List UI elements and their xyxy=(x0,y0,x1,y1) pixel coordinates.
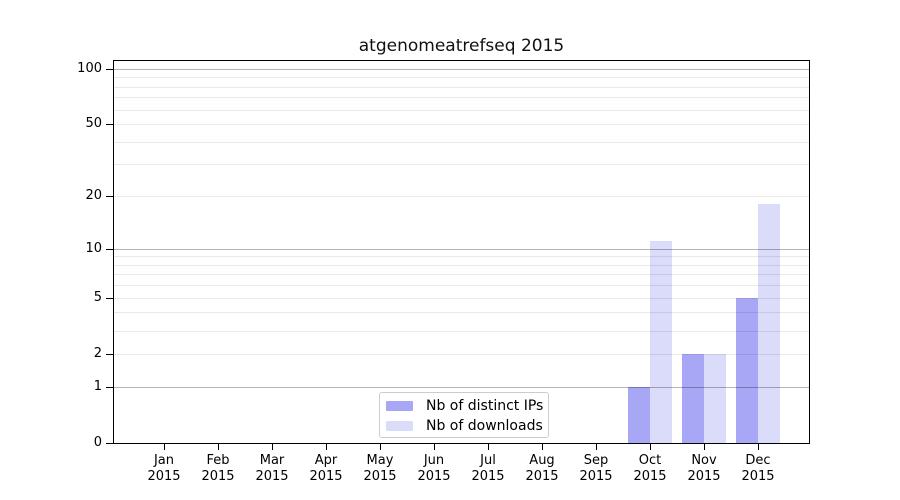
y-axis-spine-right xyxy=(809,60,810,444)
x-tick-mark xyxy=(164,444,165,450)
x-tick-label-year: 2015 xyxy=(525,468,559,484)
x-tick-label-year: 2015 xyxy=(741,468,775,484)
x-tick-label-year: 2015 xyxy=(417,468,451,484)
bars-layer xyxy=(114,61,809,443)
legend-swatch-distinct-ips xyxy=(386,401,413,411)
x-tick-label: Apr 2015 xyxy=(294,453,358,484)
x-tick-label-month: Feb xyxy=(206,453,230,468)
y-tick-label: 20 xyxy=(85,188,102,204)
x-tick-label: Jun 2015 xyxy=(402,453,466,484)
x-tick-label-month: Mar xyxy=(259,453,285,468)
y-tick-label: 50 xyxy=(85,116,102,132)
y-axis-spine-left xyxy=(113,60,114,444)
x-tick-label: Jan 2015 xyxy=(132,453,196,484)
x-tick-label-month: Jul xyxy=(480,453,496,468)
x-tick-label: May 2015 xyxy=(348,453,412,484)
x-tick-label: Feb 2015 xyxy=(186,453,250,484)
y-tick-label: 0 xyxy=(93,435,102,450)
x-tick-label: Mar 2015 xyxy=(240,453,304,484)
x-tick-label-month: Sep xyxy=(583,453,609,468)
x-tick-label-month: May xyxy=(366,453,394,468)
x-tick-label-month: Aug xyxy=(529,453,555,468)
x-tick-label-year: 2015 xyxy=(255,468,289,484)
y-tick-mark xyxy=(106,443,113,444)
y-tick-mark xyxy=(106,249,113,250)
y-tick-mark xyxy=(106,387,113,388)
x-tick-mark xyxy=(272,444,273,450)
y-tick-mark xyxy=(106,354,113,355)
x-tick-label-month: Jun xyxy=(423,453,445,468)
x-tick-label-year: 2015 xyxy=(687,468,721,484)
bar-downloads xyxy=(650,241,672,443)
y-tick-label: 100 xyxy=(77,60,102,76)
x-tick-label-year: 2015 xyxy=(309,468,343,484)
x-tick-mark xyxy=(758,444,759,450)
bar-downloads xyxy=(758,204,780,443)
y-tick-mark xyxy=(106,124,113,125)
x-tick-label-month: Dec xyxy=(745,453,771,468)
plot-area xyxy=(114,61,809,443)
x-tick-label-year: 2015 xyxy=(363,468,397,484)
x-tick-label-month: Nov xyxy=(691,453,717,468)
x-tick-label-year: 2015 xyxy=(147,468,181,484)
bar-distinct-ips xyxy=(682,353,704,443)
x-tick-label-month: Oct xyxy=(638,453,662,468)
x-tick-mark xyxy=(218,444,219,450)
x-tick-label: Nov 2015 xyxy=(672,453,736,484)
x-tick-label: Sep 2015 xyxy=(564,453,628,484)
x-tick-mark xyxy=(596,444,597,450)
legend-label: Nb of downloads xyxy=(426,418,543,434)
x-tick-label: Aug 2015 xyxy=(510,453,574,484)
y-tick-mark xyxy=(106,298,113,299)
x-tick-mark xyxy=(704,444,705,450)
x-tick-label: Oct 2015 xyxy=(618,453,682,484)
y-tick-label: 5 xyxy=(93,289,102,305)
x-tick-label-year: 2015 xyxy=(633,468,667,484)
x-tick-label-year: 2015 xyxy=(471,468,505,484)
x-tick-mark xyxy=(650,444,651,450)
x-tick-label: Dec 2015 xyxy=(726,453,790,484)
x-tick-label-year: 2015 xyxy=(201,468,235,484)
legend-swatch-downloads xyxy=(386,421,413,431)
x-tick-label: Jul 2015 xyxy=(456,453,520,484)
bar-downloads xyxy=(704,353,726,443)
legend-item: Nb of distinct IPs xyxy=(386,396,544,416)
x-tick-mark xyxy=(434,444,435,450)
x-axis-spine-top xyxy=(113,60,810,61)
legend: Nb of distinct IPs Nb of downloads xyxy=(379,392,549,438)
chart-title: atgenomeatrefseq 2015 xyxy=(358,36,565,56)
x-tick-mark xyxy=(488,444,489,450)
legend-item: Nb of downloads xyxy=(386,416,543,436)
x-tick-label-month: Apr xyxy=(314,453,338,468)
x-axis-spine-bottom xyxy=(113,443,810,444)
y-tick-label: 1 xyxy=(93,378,102,394)
legend-label: Nb of distinct IPs xyxy=(426,398,544,414)
y-tick-mark xyxy=(106,196,113,197)
y-tick-label: 2 xyxy=(93,345,102,361)
bar-distinct-ips xyxy=(628,386,650,443)
x-tick-mark xyxy=(326,444,327,450)
y-tick-label: 10 xyxy=(85,240,102,256)
x-tick-label-year: 2015 xyxy=(579,468,613,484)
y-tick-mark xyxy=(106,69,113,70)
x-tick-label-month: Jan xyxy=(153,453,175,468)
x-tick-mark xyxy=(380,444,381,450)
bar-distinct-ips xyxy=(736,297,758,443)
x-tick-mark xyxy=(542,444,543,450)
